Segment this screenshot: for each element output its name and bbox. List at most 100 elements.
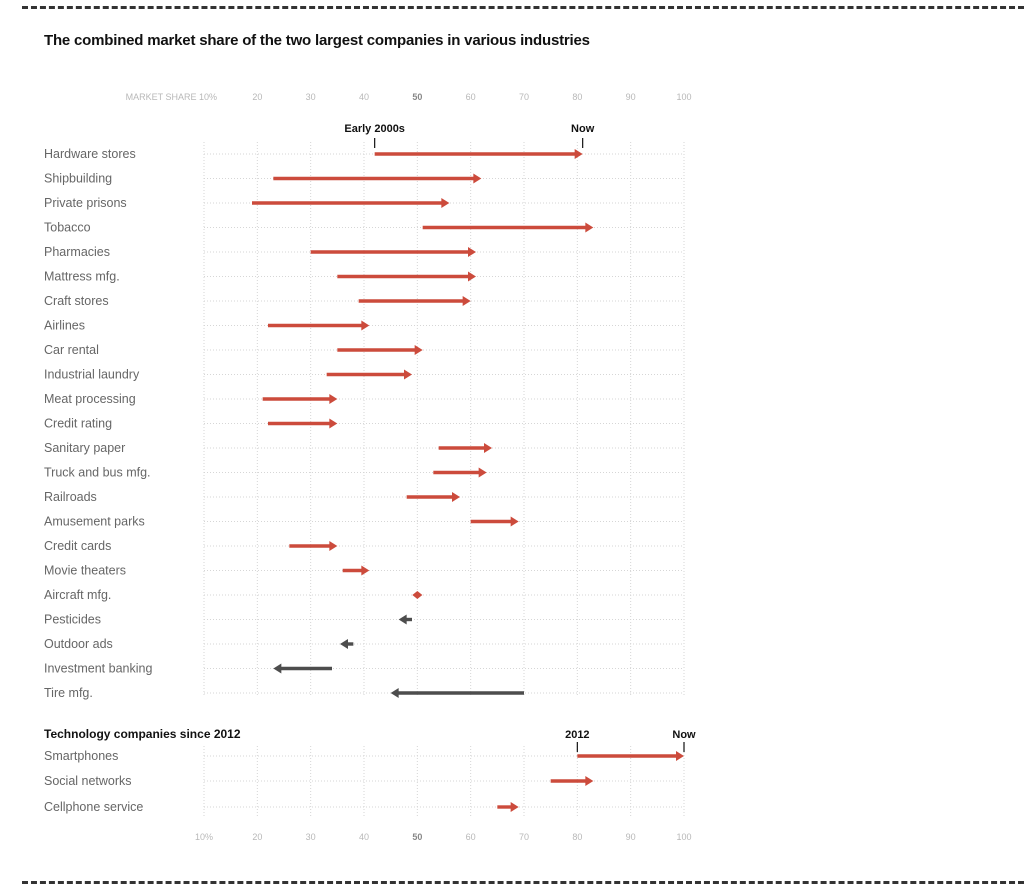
row-credit-cards: Credit cards <box>44 539 338 553</box>
row-airlines: Airlines <box>44 319 370 333</box>
row-label: Investment banking <box>44 662 152 676</box>
row-shipbuilding: Shipbuilding <box>44 172 482 186</box>
arrow-head <box>414 345 423 355</box>
arrow-head <box>462 296 471 306</box>
row-tobacco: Tobacco <box>44 221 594 235</box>
bottom-tick-label: 40 <box>359 832 369 842</box>
row-label: Airlines <box>44 319 85 333</box>
row-label: Industrial laundry <box>44 368 140 382</box>
arrow-head <box>468 247 476 257</box>
top-tick-label: 50 <box>412 92 422 102</box>
bottom-tick-label: 100 <box>676 832 691 842</box>
top-tick-label: 60 <box>466 92 476 102</box>
bottom-tick-label: 60 <box>466 832 476 842</box>
chart-title: The combined market share of the two lar… <box>44 32 590 49</box>
row-label: Pesticides <box>44 613 101 627</box>
annotation-early-2000s: Early 2000s <box>344 123 405 135</box>
top-axis: MARKET SHARE 10% 20 30 40 50 60 70 80 90 100 <box>126 92 692 102</box>
arrow-head <box>473 173 482 184</box>
arrow-head <box>398 614 407 625</box>
row-smartphones: Smartphones <box>44 749 684 763</box>
row-tire-mfg: Tire mfg. <box>44 686 524 700</box>
row-mattress-mfg: Mattress mfg. <box>44 270 476 284</box>
row-label: Railroads <box>44 490 97 504</box>
row-outdoor-ads: Outdoor ads <box>44 637 354 651</box>
bottom-tick-label: 80 <box>572 832 582 842</box>
top-tick-label: 70 <box>519 92 529 102</box>
arrow-head <box>484 443 492 453</box>
row-sanitary-paper: Sanitary paper <box>44 441 492 455</box>
arrow-head <box>329 394 338 404</box>
arrow-head <box>510 516 519 527</box>
row-craft-stores: Craft stores <box>44 294 471 308</box>
top-tick-label: 90 <box>626 92 636 102</box>
row-truck-and-bus-mfg: Truck and bus mfg. <box>44 466 487 480</box>
section-title-technology: Technology companies since 2012 <box>44 727 241 741</box>
grid <box>203 142 685 818</box>
top-tick-label: MARKET SHARE 10% <box>126 92 217 102</box>
row-hardware-stores: Hardware stores <box>44 147 583 161</box>
bottom-tick-label: 90 <box>626 832 636 842</box>
row-social-networks: Social networks <box>44 774 594 788</box>
top-tick-label: 100 <box>676 92 691 102</box>
row-industrial-laundry: Industrial laundry <box>44 368 412 382</box>
arrow-head <box>329 541 338 551</box>
bottom-axis: 10% 20 30 40 50 60 70 80 90 100 <box>195 832 692 842</box>
bottom-tick-label: 20 <box>252 832 262 842</box>
arrow-head <box>478 467 487 478</box>
arrow-head <box>676 751 684 761</box>
row-label: Shipbuilding <box>44 172 112 186</box>
annotation-now: Now <box>571 123 595 135</box>
rows: Hardware stores Shipbuilding Private priso… <box>44 147 684 814</box>
row-label: Craft stores <box>44 294 109 308</box>
row-car-rental: Car rental <box>44 343 423 357</box>
row-meat-processing: Meat processing <box>44 392 338 406</box>
arrow-head <box>404 369 412 380</box>
row-label: Sanitary paper <box>44 441 125 455</box>
row-label: Car rental <box>44 343 99 357</box>
arrow-head <box>574 149 583 159</box>
annotation-now-tech: Now <box>672 729 696 741</box>
row-cellphone-service: Cellphone service <box>44 800 519 814</box>
top-tick-label: 20 <box>252 92 262 102</box>
row-movie-theaters: Movie theaters <box>44 564 370 578</box>
arrow-head <box>441 198 450 208</box>
arrow-head <box>468 271 476 282</box>
row-label: Private prisons <box>44 196 127 210</box>
bottom-tick-label: 70 <box>519 832 529 842</box>
row-credit-rating: Credit rating <box>44 417 338 431</box>
row-label: Smartphones <box>44 749 118 763</box>
arrow-head <box>329 418 338 429</box>
row-label: Mattress mfg. <box>44 270 120 284</box>
top-tick-label: 40 <box>359 92 369 102</box>
top-tick-label: 30 <box>306 92 316 102</box>
arrow-head <box>340 639 348 649</box>
row-amusement-parks: Amusement parks <box>44 515 519 529</box>
bottom-tick-label: 10% <box>195 832 213 842</box>
arrow-head <box>412 591 423 599</box>
row-railroads: Railroads <box>44 490 460 504</box>
row-label: Aircraft mfg. <box>44 588 111 602</box>
arrow-head <box>361 565 370 576</box>
row-label: Movie theaters <box>44 564 126 578</box>
arrow-head <box>273 663 282 674</box>
arrow-head <box>510 802 519 812</box>
row-label: Hardware stores <box>44 147 136 161</box>
annotations: Early 2000s Now 2012 Now Technology companie… <box>44 123 696 752</box>
arrow-head <box>452 492 460 502</box>
row-investment-banking: Investment banking <box>44 662 332 676</box>
bottom-tick-label: 30 <box>306 832 316 842</box>
row-label: Amusement parks <box>44 515 145 529</box>
row-label: Truck and bus mfg. <box>44 466 151 480</box>
bottom-tick-label: 50 <box>412 832 422 842</box>
annotation-2012: 2012 <box>565 729 589 741</box>
row-label: Credit cards <box>44 539 111 553</box>
row-label: Credit rating <box>44 417 112 431</box>
top-dashed-rule <box>22 6 1024 9</box>
row-pharmacies: Pharmacies <box>44 245 476 259</box>
row-label: Tobacco <box>44 221 91 235</box>
arrow-head <box>390 688 399 698</box>
arrow-head <box>585 776 594 786</box>
row-private-prisons: Private prisons <box>44 196 450 210</box>
